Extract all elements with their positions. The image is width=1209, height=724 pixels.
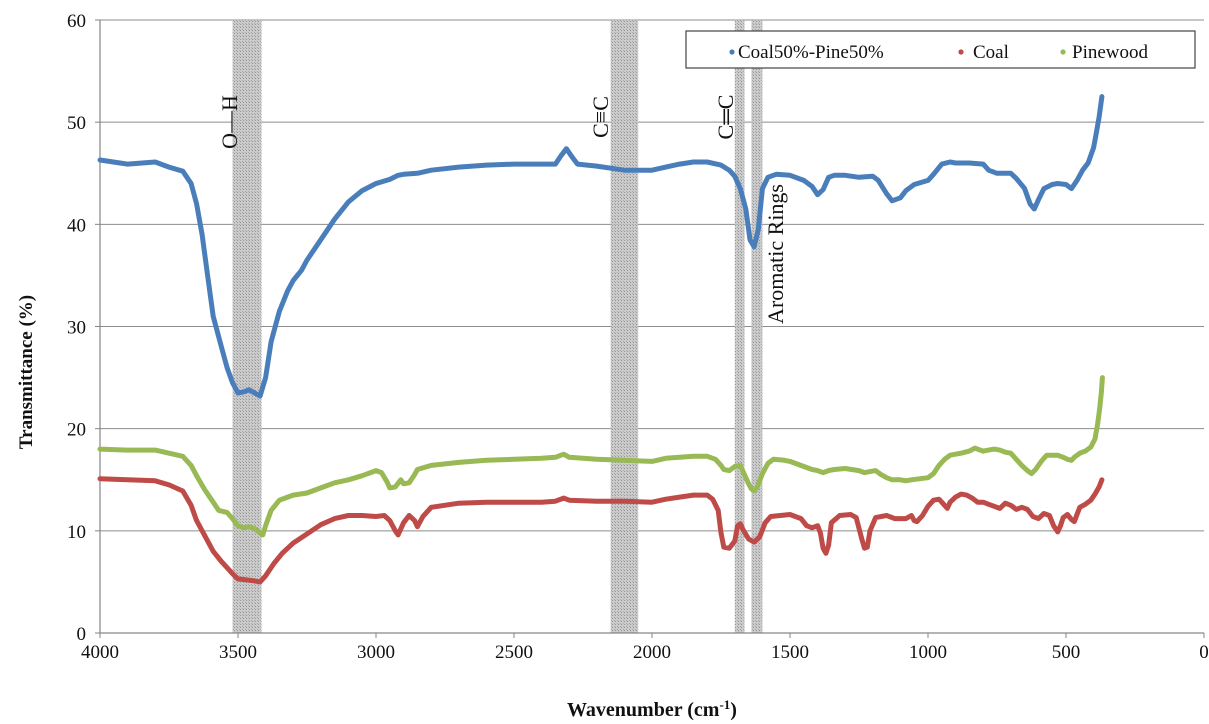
- x-tick-label-0: 0: [1199, 642, 1209, 663]
- legend-item-coal: Coal: [958, 42, 1009, 63]
- legend-label-coal: Coal: [973, 42, 1009, 63]
- band-label-0: O—H: [217, 95, 242, 149]
- tick-labels: 4000 3500 3000 2500 2000 1500 1000 500 0 0 10 20 30 4…: [67, 11, 1209, 663]
- x-tick-label-2500: 2500: [495, 642, 533, 663]
- legend-label-pinewood: Pinewood: [1072, 42, 1149, 63]
- x-axis-title: Wavenumber (cm-1): [567, 697, 737, 721]
- x-tick-label-3000: 3000: [357, 642, 395, 663]
- legend-box: [685, 30, 1196, 69]
- x-axis-title-superscript: -1: [719, 697, 730, 712]
- band-label-3: Aromatic Rings: [763, 184, 788, 324]
- band-region-2: [734, 20, 745, 633]
- y-tick-label-0: 0: [77, 624, 87, 645]
- legend-marker-coal: [958, 49, 964, 55]
- legend-marker-pinewood: [1060, 49, 1066, 55]
- grid-lines: [100, 19, 1204, 532]
- x-tick-label-1000: 1000: [909, 642, 947, 663]
- legend-label-coal-pine: Coal50%-Pine50%: [738, 42, 884, 63]
- series-line-1: [97, 476, 1105, 585]
- legend: Coal50%-Pine50% Coal Pinewood: [685, 30, 1196, 69]
- y-axis-title: Transmittance (%): [16, 295, 37, 449]
- x-axis-title-main: Wavenumber (cm: [567, 699, 720, 721]
- band-labels: O—H C≡C C═C Aromatic Rings: [217, 95, 788, 324]
- series-line-0: [97, 94, 1105, 399]
- legend-item-coal-pine: Coal50%-Pine50%: [729, 42, 884, 63]
- legend-marker-coal-pine: [729, 49, 735, 55]
- series-lines: [97, 94, 1105, 585]
- series-line-2: [97, 375, 1105, 538]
- y-tick-label-20: 20: [67, 420, 86, 441]
- x-tick-label-2000: 2000: [633, 642, 671, 663]
- x-axis-title-close: ): [730, 699, 737, 721]
- x-tick-label-500: 500: [1052, 642, 1081, 663]
- x-tick-label-4000: 4000: [81, 642, 119, 663]
- band-region-3: [751, 20, 763, 633]
- y-tick-label-30: 30: [67, 318, 86, 339]
- legend-item-pinewood: Pinewood: [1060, 42, 1149, 63]
- x-tick-label-1500: 1500: [771, 642, 809, 663]
- y-tick-label-40: 40: [67, 215, 86, 236]
- y-tick-label-50: 50: [67, 113, 86, 134]
- band-region-1: [610, 20, 639, 633]
- y-tick-label-10: 10: [67, 522, 86, 543]
- band-label-2: C═C: [713, 95, 738, 140]
- x-tick-label-3500: 3500: [219, 642, 257, 663]
- y-tick-label-60: 60: [67, 11, 86, 32]
- band-label-1: C≡C: [588, 96, 613, 138]
